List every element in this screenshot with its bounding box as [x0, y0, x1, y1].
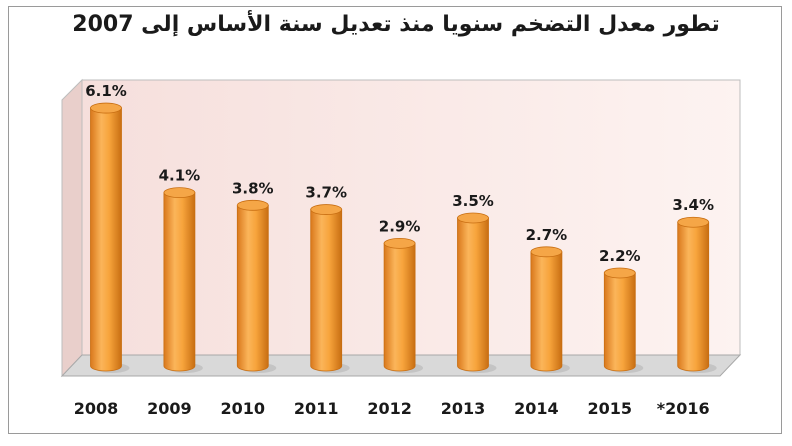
bar-cap: [677, 216, 710, 228]
bar-2015: [603, 267, 644, 373]
bars: [90, 102, 717, 373]
value-label: 4.1%: [159, 167, 201, 185]
x-tick-label: 2008: [74, 399, 119, 418]
bar-cap: [236, 199, 269, 211]
value-label: 3.4%: [672, 196, 714, 214]
bar-cap: [90, 102, 122, 114]
x-tick-label: *2016: [657, 399, 710, 418]
bar-body: [310, 209, 343, 372]
x-tick-label: 2013: [441, 399, 486, 418]
side-wall: [61, 78, 83, 378]
value-label: 3.7%: [305, 184, 347, 202]
x-tick-label: 2011: [294, 399, 339, 418]
value-label: 2.9%: [379, 217, 421, 235]
bar-body: [457, 217, 489, 372]
bar-cap: [163, 187, 196, 199]
value-label: 3.8%: [232, 179, 274, 197]
bar-body: [383, 242, 416, 372]
bar-body: [603, 272, 636, 372]
value-label: 2.7%: [526, 226, 568, 244]
bar-body: [677, 221, 710, 372]
bar-2014: [530, 246, 570, 373]
bar-cap: [310, 204, 343, 215]
bar-2012: [383, 237, 424, 373]
bar-body: [530, 251, 563, 372]
value-label: 2.2%: [599, 247, 641, 265]
bar-*2016: [677, 216, 717, 373]
value-labels: 6.1% 4.1% 3.8% 3.7% 2.9% 3.5% 2.7% 2.2% 3.4%: [85, 82, 714, 265]
bar-2010: [236, 199, 277, 373]
value-label: 6.1%: [85, 82, 127, 100]
bar-cap: [603, 267, 636, 279]
bar-body: [236, 204, 269, 372]
x-tick-label: 2015: [588, 399, 633, 418]
bar-2009: [163, 187, 203, 373]
bar-2008: [90, 102, 130, 373]
bar-body: [163, 192, 196, 372]
x-tick-label: 2014: [514, 399, 559, 418]
chart-title: تطور معدل التضخم سنويا منذ تعديل سنة الأ…: [72, 12, 720, 37]
bar-cap: [457, 212, 489, 224]
bar-cap: [383, 237, 416, 249]
bar-2011: [310, 204, 350, 373]
value-label: 3.5%: [452, 192, 494, 210]
bar-cap: [530, 246, 563, 258]
bar-body: [90, 107, 122, 372]
bar-2013: [457, 212, 497, 373]
x-axis-ticks: 2008 2009 2010 2011 2012 2013 2014 2015 *2016: [74, 399, 710, 418]
x-tick-label: 2010: [221, 399, 266, 418]
x-tick-label: 2012: [367, 399, 412, 418]
x-tick-label: 2009: [147, 399, 192, 418]
